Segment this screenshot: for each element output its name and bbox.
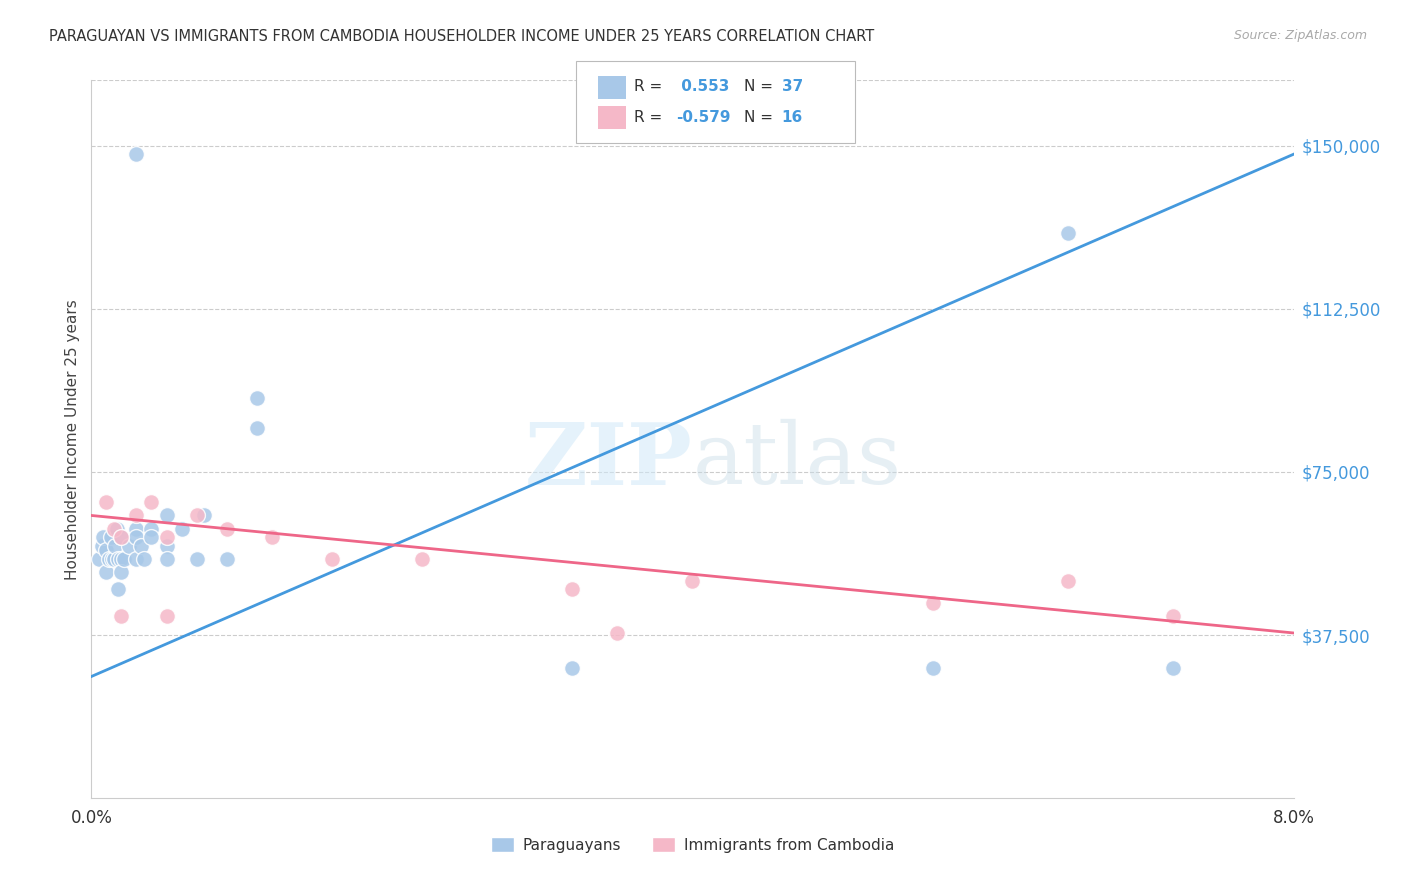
Point (87, 552, 110, 566)
Text: 16: 16 (782, 111, 803, 125)
Point (104, 539, 127, 553)
Point (561, 582, 583, 597)
Point (922, 595, 945, 609)
Text: R =: R = (634, 111, 668, 125)
Text: ZIP: ZIP (524, 419, 692, 503)
Point (125, 508, 148, 523)
Text: PARAGUAYAN VS IMMIGRANTS FROM CAMBODIA HOUSEHOLDER INCOME UNDER 25 YEARS CORRELA: PARAGUAYAN VS IMMIGRANTS FROM CAMBODIA H… (49, 29, 875, 44)
Point (125, 530, 148, 544)
Point (132, 552, 155, 566)
Point (246, 421, 269, 435)
Point (260, 530, 283, 544)
Text: 37: 37 (782, 79, 803, 94)
Legend: Paraguayans, Immigrants from Cambodia: Paraguayans, Immigrants from Cambodia (485, 830, 900, 859)
Point (681, 574, 703, 588)
Point (170, 522, 193, 536)
Point (561, 661, 583, 675)
Point (155, 552, 177, 566)
Point (110, 530, 132, 544)
Point (101, 552, 124, 566)
Text: atlas: atlas (692, 419, 901, 502)
Point (105, 522, 128, 536)
Point (129, 539, 152, 553)
Point (107, 552, 129, 566)
Point (155, 530, 177, 544)
Point (96, 565, 118, 579)
Point (110, 608, 132, 623)
Point (118, 539, 141, 553)
Point (155, 608, 177, 623)
Point (110, 565, 132, 579)
Text: Source: ZipAtlas.com: Source: ZipAtlas.com (1233, 29, 1367, 42)
Point (125, 147, 148, 161)
Point (141, 522, 163, 536)
Text: 0.553: 0.553 (676, 79, 730, 94)
Point (114, 552, 136, 566)
Point (103, 522, 125, 536)
Point (98, 552, 121, 566)
Point (125, 552, 148, 566)
Point (93, 530, 115, 544)
Point (141, 495, 163, 509)
Point (110, 530, 132, 544)
Y-axis label: Householder Income Under 25 years: Householder Income Under 25 years (65, 299, 80, 580)
Point (1057, 226, 1080, 240)
Point (110, 552, 132, 566)
Point (155, 508, 177, 523)
Text: -0.579: -0.579 (676, 111, 731, 125)
Point (155, 539, 177, 553)
Point (215, 552, 238, 566)
Point (107, 582, 129, 597)
Point (193, 508, 215, 523)
Point (186, 552, 208, 566)
Point (96, 543, 118, 558)
Point (1057, 574, 1080, 588)
Text: N =: N = (744, 111, 778, 125)
Point (1161, 608, 1184, 623)
Point (186, 508, 208, 523)
Point (411, 552, 433, 566)
Text: N =: N = (744, 79, 778, 94)
Point (246, 391, 269, 405)
Point (922, 661, 945, 675)
Point (96, 495, 118, 509)
Point (141, 530, 163, 544)
Text: R =: R = (634, 79, 668, 94)
Point (215, 522, 238, 536)
Point (1161, 661, 1184, 675)
Point (103, 552, 125, 566)
Point (321, 552, 343, 566)
Point (125, 522, 148, 536)
Point (100, 530, 122, 544)
Point (606, 626, 628, 640)
Point (90, 539, 112, 553)
